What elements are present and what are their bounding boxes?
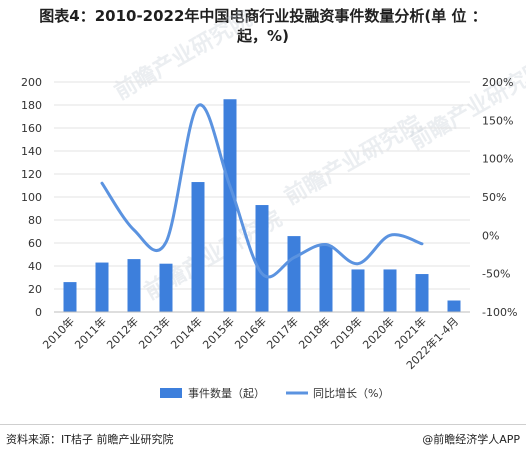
x-tick-label: 2020年 — [360, 314, 397, 351]
y-left-tick-label: 160 — [21, 122, 42, 135]
chart-title-line-1: 图表4：2010-2022年中国电商行业投融资事件数量分析(单 位 ： — [39, 7, 487, 25]
bar-2012年 — [127, 259, 141, 312]
bar-2021年 — [415, 274, 429, 312]
y-right-tick-label: 50% — [482, 191, 506, 204]
bar-2022年1-4月 — [447, 300, 461, 312]
x-tick-label: 2011年 — [72, 314, 109, 351]
legend-line-label: 同比增长（%） — [313, 386, 389, 400]
source-note: 资料来源：IT桔子 前瞻产业研究院 — [6, 433, 174, 446]
bar-2020年 — [383, 269, 397, 312]
chart-title: 图表4：2010-2022年中国电商行业投融资事件数量分析(单 位 ： 起，%) — [0, 6, 526, 46]
watermark-2: 前瞻产业研究院 — [280, 111, 426, 211]
growth-rate-line — [100, 103, 424, 279]
y-right-tick-label: 200% — [482, 76, 513, 89]
y-right-tick-label: 100% — [482, 153, 513, 166]
x-tick-label: 2010年 — [40, 314, 77, 351]
y-right-tick-label: 150% — [482, 114, 513, 127]
legend-bar-label: 事件数量（起） — [188, 387, 265, 400]
legend-bar-swatch — [160, 388, 182, 398]
y-right-tick-label: 0% — [482, 229, 499, 242]
bar-2014年 — [191, 182, 205, 312]
y-left-tick-label: 0 — [35, 306, 42, 319]
x-tick-label: 2016年 — [232, 314, 269, 351]
chart-title-line-2: 起，%) — [237, 27, 289, 45]
y-left-tick-label: 140 — [21, 145, 42, 158]
bar-2011年 — [95, 262, 109, 312]
bar-2018年 — [319, 245, 333, 312]
bar-2019年 — [351, 269, 365, 312]
y-right-tick-label: -50% — [482, 268, 510, 281]
y-left-tick-label: 20 — [28, 283, 42, 296]
x-tick-label: 2014年 — [168, 314, 205, 351]
footer-divider — [0, 424, 526, 425]
x-tick-label: 2012年 — [104, 314, 141, 351]
watermark-4: 前瞻产业研究院 — [110, 6, 256, 106]
x-tick-label: 2015年 — [200, 314, 237, 351]
y-left-tick-label: 180 — [21, 99, 42, 112]
y-left-tick-label: 200 — [21, 76, 42, 89]
y-left-tick-label: 120 — [21, 168, 42, 181]
y-right-tick-label: -100% — [482, 306, 517, 319]
y-left-tick-label: 40 — [28, 260, 42, 273]
y-left-tick-label: 100 — [21, 191, 42, 204]
x-tick-label: 2019年 — [328, 314, 365, 351]
bar-2013年 — [159, 263, 173, 312]
x-tick-label: 2018年 — [296, 314, 333, 351]
bar-2017年 — [287, 236, 301, 312]
bar-2016年 — [255, 205, 269, 312]
x-tick-label: 2017年 — [264, 314, 301, 351]
bar-2015年 — [223, 99, 237, 312]
y-left-tick-label: 60 — [28, 237, 42, 250]
y-left-tick-label: 80 — [28, 214, 42, 227]
brand-credit: @前瞻经济学人APP — [422, 433, 520, 446]
bar-2010年 — [63, 282, 77, 312]
x-tick-label: 2013年 — [136, 314, 173, 351]
